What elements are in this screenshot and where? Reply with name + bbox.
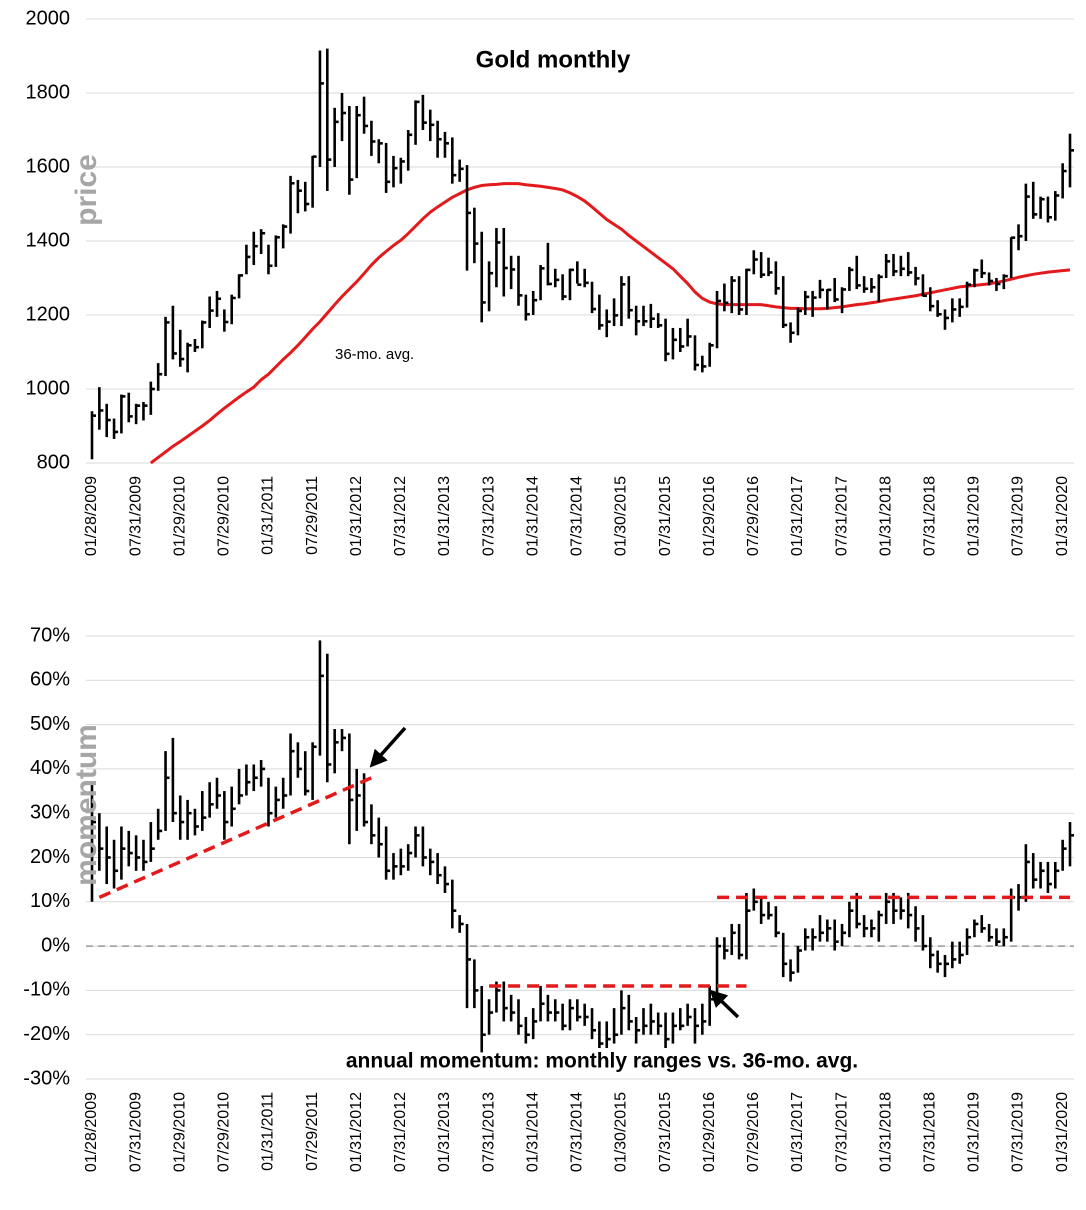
x-tick-label: 01/31/2014 bbox=[524, 476, 541, 556]
trendline bbox=[98, 776, 373, 899]
x-tick-label: 01/31/2019 bbox=[966, 476, 983, 556]
x-tick-label: 07/31/2019 bbox=[1010, 1092, 1027, 1172]
x-tick-label: 07/29/2016 bbox=[745, 1092, 762, 1172]
x-tick-label: 07/29/2010 bbox=[216, 1092, 233, 1172]
ohlc-bars bbox=[90, 48, 1074, 460]
x-tick-label: 01/31/2014 bbox=[524, 1092, 541, 1172]
ohlc-bars bbox=[90, 640, 1074, 1053]
arrow bbox=[369, 726, 407, 768]
y-axis-label: momentum bbox=[70, 724, 103, 886]
x-tick-label: 01/31/2013 bbox=[436, 476, 453, 556]
x-tick-label: 01/28/2009 bbox=[83, 1092, 100, 1172]
x-tick-label: 07/29/2011 bbox=[304, 1092, 321, 1171]
x-tick-label: 01/31/2012 bbox=[348, 1092, 365, 1172]
y-tick-label: 10% bbox=[30, 890, 70, 912]
x-tick-label: 07/31/2018 bbox=[922, 1092, 939, 1172]
x-tick-label: 07/31/2018 bbox=[922, 476, 939, 556]
x-tick-label: 07/31/2017 bbox=[833, 1092, 850, 1172]
moving-average-label: 36-mo. avg. bbox=[335, 346, 414, 363]
x-tick-label: 07/29/2010 bbox=[216, 476, 233, 556]
x-tick-label: 01/29/2010 bbox=[171, 1092, 188, 1172]
x-tick-label: 01/31/2017 bbox=[789, 476, 806, 556]
y-tick-label: 1200 bbox=[26, 303, 71, 325]
y-tick-label: 30% bbox=[30, 801, 70, 823]
x-tick-label: 01/31/2013 bbox=[436, 1092, 453, 1172]
x-tick-label: 07/31/2013 bbox=[480, 476, 497, 556]
x-tick-label: 07/31/2012 bbox=[392, 476, 409, 556]
y-tick-label: 1400 bbox=[26, 229, 71, 251]
x-tick-label: 07/31/2009 bbox=[127, 476, 144, 556]
x-tick-label: 01/31/2020 bbox=[1054, 1092, 1071, 1172]
x-tick-label: 01/31/2011 bbox=[260, 476, 277, 555]
x-tick-label: 01/31/2018 bbox=[877, 1092, 894, 1172]
x-tick-label: 07/31/2014 bbox=[569, 1092, 586, 1172]
x-tick-label: 01/31/2018 bbox=[877, 476, 894, 556]
y-tick-label: 800 bbox=[37, 451, 70, 473]
x-tick-label: 01/31/2012 bbox=[348, 476, 365, 556]
y-tick-label: 0% bbox=[41, 934, 70, 956]
y-tick-label: 1600 bbox=[26, 155, 71, 177]
y-tick-label: -10% bbox=[23, 979, 70, 1001]
y-tick-label: 1800 bbox=[26, 81, 71, 103]
x-tick-label: 07/29/2016 bbox=[745, 476, 762, 556]
x-tick-label: 07/31/2015 bbox=[657, 1092, 674, 1172]
y-tick-label: 2000 bbox=[26, 7, 71, 29]
x-tick-label: 01/28/2009 bbox=[83, 476, 100, 556]
x-tick-label: 07/31/2014 bbox=[569, 476, 586, 556]
x-tick-label: 01/29/2016 bbox=[701, 476, 718, 556]
chart-title: annual momentum: monthly ranges vs. 36-m… bbox=[346, 1050, 858, 1073]
chart-title: Gold monthly bbox=[476, 46, 631, 73]
x-tick-label: 01/29/2010 bbox=[171, 476, 188, 556]
y-tick-label: -30% bbox=[23, 1067, 70, 1089]
y-tick-label: 20% bbox=[30, 846, 70, 868]
y-axis-label: price bbox=[70, 154, 103, 226]
y-tick-label: -20% bbox=[23, 1023, 70, 1045]
x-tick-label: 01/30/2015 bbox=[613, 476, 630, 556]
x-tick-label: 01/31/2017 bbox=[789, 1092, 806, 1172]
x-tick-label: 07/31/2013 bbox=[480, 1092, 497, 1172]
x-tick-label: 01/31/2011 bbox=[260, 1092, 277, 1171]
x-tick-label: 07/29/2011 bbox=[304, 476, 321, 555]
x-tick-label: 07/31/2019 bbox=[1010, 476, 1027, 556]
y-tick-label: 70% bbox=[30, 624, 70, 646]
x-tick-label: 07/31/2017 bbox=[833, 476, 850, 556]
y-tick-label: 60% bbox=[30, 669, 70, 691]
x-tick-label: 07/31/2015 bbox=[657, 476, 674, 556]
x-tick-label: 01/31/2020 bbox=[1054, 476, 1071, 556]
y-tick-label: 50% bbox=[30, 713, 70, 735]
arrow bbox=[709, 989, 740, 1019]
y-tick-label: 1000 bbox=[26, 377, 71, 399]
moving-average-line bbox=[149, 182, 1071, 465]
x-tick-label: 01/30/2015 bbox=[613, 1092, 630, 1172]
y-tick-label: 40% bbox=[30, 757, 70, 779]
x-tick-label: 07/31/2012 bbox=[392, 1092, 409, 1172]
x-tick-label: 01/29/2016 bbox=[701, 1092, 718, 1172]
x-tick-label: 01/31/2019 bbox=[966, 1092, 983, 1172]
x-tick-label: 07/31/2009 bbox=[127, 1092, 144, 1172]
